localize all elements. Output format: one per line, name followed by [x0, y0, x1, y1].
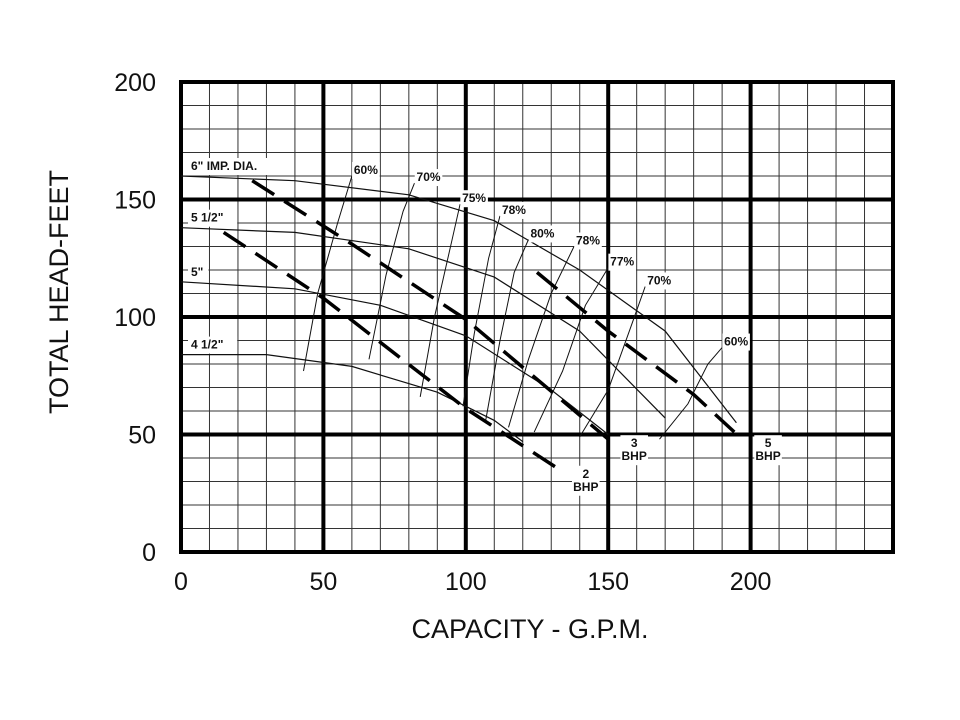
impeller-label-bg	[188, 209, 238, 227]
impeller-label-text: 5"	[191, 265, 203, 279]
impeller-label-bg	[188, 336, 238, 354]
efficiency-label-text: 80%	[530, 226, 554, 240]
bhp-label-text: 2	[582, 467, 589, 481]
efficiency-label: 70%	[414, 169, 443, 187]
impeller-label-bg	[188, 263, 209, 281]
y-axis-title: TOTAL HEAD-FEET	[44, 170, 74, 414]
efficiency-label-bg	[608, 253, 636, 271]
efficiency-label: 80%	[528, 225, 557, 243]
efficiency-label-text: 70%	[647, 273, 671, 287]
bhp-label-text: BHP	[755, 449, 780, 463]
efficiency-label: 60%	[722, 333, 750, 351]
bhp-label-bg	[754, 435, 782, 466]
efficiency-label-bg	[414, 169, 443, 187]
impeller-curves	[180, 175, 737, 443]
efficiency-label-bg	[500, 201, 528, 219]
impeller-label-bg	[188, 158, 281, 175]
efficiency-label-text: 60%	[354, 163, 378, 177]
bhp-label-text: 5	[765, 436, 772, 450]
efficiency-label: 77%	[608, 253, 636, 271]
efficiency-label-bg	[645, 272, 674, 290]
efficiency-label: 60%	[352, 162, 380, 179]
efficiency-curve	[303, 175, 353, 372]
bhp-label-bg	[620, 435, 648, 466]
impeller-label: 5 1/2"	[188, 209, 238, 227]
efficiency-label-bg	[528, 225, 557, 243]
efficiency-curve	[368, 182, 415, 360]
efficiency-label: 78%	[574, 232, 602, 250]
bhp-lines	[222, 179, 744, 472]
efficiency-curve	[579, 286, 646, 438]
x-tick-label: 200	[730, 568, 772, 596]
bhp-label-text: 3	[631, 436, 638, 450]
x-tick-label: 150	[587, 568, 629, 596]
efficiency-curve	[485, 239, 529, 421]
x-axis-title: CAPACITY - G.P.M.	[411, 614, 648, 644]
x-tick-label: 0	[174, 568, 188, 596]
bhp-label-text: BHP	[622, 449, 647, 463]
y-tick-label: 100	[114, 304, 156, 332]
y-tick-label: 150	[114, 187, 156, 215]
impeller-label-text: 6" IMP. DIA.	[191, 159, 257, 173]
impeller-label: 4 1/2"	[188, 336, 238, 354]
efficiency-label-text: 78%	[502, 203, 526, 217]
x-tick-labels: 0 50 100 150 200	[174, 568, 771, 596]
impeller-curve	[180, 227, 666, 419]
efficiency-label-text: 78%	[576, 234, 600, 248]
bhp-line	[222, 230, 561, 472]
plot-frame	[179, 80, 895, 554]
efficiency-curve	[462, 215, 501, 407]
bhp-label-bg	[571, 465, 600, 496]
efficiency-label: 78%	[500, 201, 528, 219]
efficiency-label-bg	[460, 190, 488, 208]
efficiency-label-text: 77%	[610, 255, 634, 269]
bhp-line	[251, 179, 610, 441]
impeller-curve	[181, 354, 524, 443]
y-tick-labels: 0 50 100 150 200	[114, 69, 156, 567]
impeller-label-text: 4 1/2"	[191, 338, 223, 352]
curve-labels: 6" IMP. DIA. 5 1/2" 5" 4 1/2" 60% 70% 75% 78% 80…	[188, 158, 782, 496]
y-tick-label: 200	[114, 69, 156, 97]
efficiency-curve	[533, 267, 609, 433]
bhp-label-text: BHP	[573, 480, 598, 494]
efficiency-label-bg	[722, 333, 750, 351]
efficiency-label: 70%	[645, 272, 674, 290]
x-tick-label: 50	[309, 568, 337, 596]
efficiency-label-bg	[574, 232, 602, 250]
efficiency-curve	[659, 347, 723, 440]
efficiency-curves	[303, 175, 723, 440]
efficiency-label-text: 75%	[462, 191, 486, 205]
x-tick-label: 100	[445, 568, 487, 596]
impeller-label: 5"	[188, 263, 209, 281]
bhp-line	[535, 271, 744, 441]
impeller-label: 6" IMP. DIA.	[188, 158, 281, 175]
impeller-curve	[180, 175, 737, 424]
impeller-curve	[180, 281, 609, 435]
efficiency-curve	[508, 246, 575, 428]
efficiency-label-text: 70%	[417, 170, 441, 184]
y-tick-label: 50	[128, 422, 156, 450]
y-tick-label: 0	[142, 539, 156, 567]
efficiency-label-text: 60%	[724, 335, 748, 349]
efficiency-label-bg	[352, 162, 380, 179]
impeller-label-text: 5 1/2"	[191, 211, 223, 225]
efficiency-label: 75%	[460, 190, 488, 208]
major-gridlines	[181, 82, 893, 552]
efficiency-curve	[419, 204, 461, 397]
